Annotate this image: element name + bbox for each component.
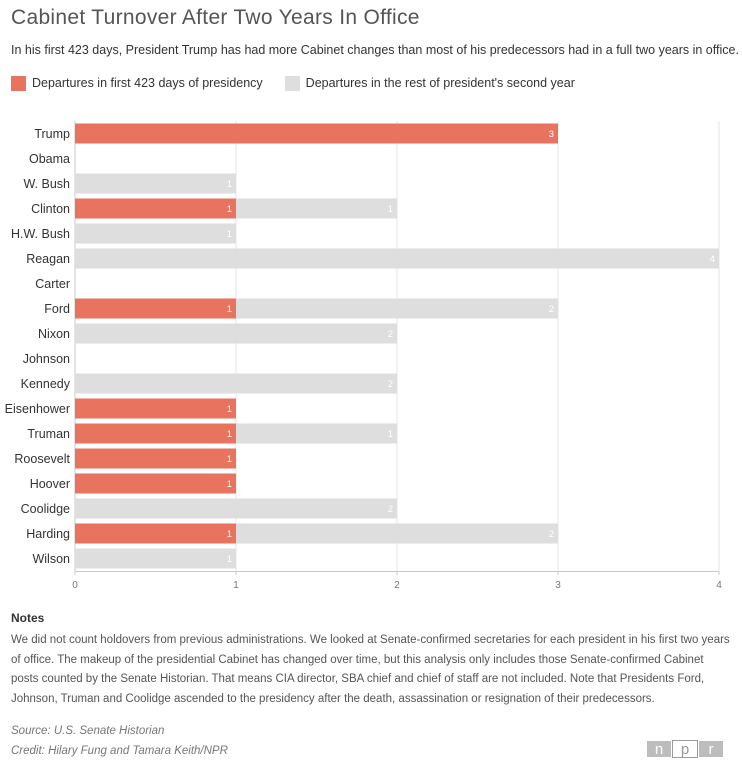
data-label-first: 1 (227, 479, 232, 490)
bar-rest-truman (236, 423, 397, 444)
bar-rest-kennedy (75, 373, 397, 394)
bar-first-clinton (75, 198, 236, 219)
legend-label-rest: Departures in the rest of president's se… (305, 76, 575, 90)
category-label: Truman (27, 427, 70, 441)
category-label: Clinton (31, 202, 70, 216)
source-line: Source: U.S. Senate Historian (11, 725, 165, 737)
category-label: Kennedy (21, 377, 71, 391)
data-label-rest: 2 (388, 504, 393, 515)
bar-first-trump (75, 123, 558, 144)
data-label-first: 1 (227, 454, 232, 465)
category-label: Nixon (38, 327, 70, 341)
logo-letter-r: r (698, 740, 724, 758)
bar-first-eisenhower (75, 398, 236, 419)
category-label: Harding (26, 527, 70, 541)
category-label: Wilson (32, 552, 70, 566)
category-label: Obama (29, 152, 70, 166)
logo-letter-n: n (646, 740, 672, 758)
bar-first-ford (75, 298, 236, 319)
bar-rest-w-bush (75, 173, 236, 194)
data-label-rest: 1 (227, 554, 232, 565)
logo-letter-p: p (672, 740, 698, 758)
category-label: Hoover (30, 477, 70, 491)
legend-label-first: Departures in first 423 days of presiden… (32, 76, 263, 90)
bar-rest-clinton (236, 198, 397, 219)
data-label-first: 1 (227, 529, 232, 540)
data-label-first: 1 (227, 204, 232, 215)
bar-chart: 0 1 2 3 4 Trump 3 Obama W. Bush 1 Clinton 1 1 H.W. Bu… (5, 121, 722, 591)
bar-rest-wilson (75, 548, 236, 569)
data-label-rest: 2 (549, 529, 554, 540)
bar-first-roosevelt (75, 448, 236, 469)
category-label: Trump (34, 127, 70, 141)
data-label-first: 1 (227, 404, 232, 415)
chart-subtitle: In his first 423 days, President Trump h… (11, 43, 739, 57)
x-tick-label: 1 (233, 580, 239, 591)
x-tick-label: 2 (394, 580, 400, 591)
npr-logo: n p r (646, 740, 724, 758)
bar-rest-coolidge (75, 498, 397, 519)
data-label-rest: 4 (710, 254, 715, 265)
data-label-rest: 2 (388, 329, 393, 340)
category-label: Roosevelt (14, 452, 70, 466)
bar-rest-harding (236, 523, 558, 544)
data-label-rest: 1 (388, 429, 393, 440)
category-label: Coolidge (21, 502, 70, 516)
legend-item-first: Departures in first 423 days of presiden… (11, 75, 263, 91)
legend-item-rest: Departures in the rest of president's se… (284, 75, 575, 91)
category-label: H.W. Bush (11, 227, 70, 241)
legend: Departures in first 423 days of presiden… (11, 74, 597, 92)
x-tick-label: 3 (555, 580, 561, 591)
category-label: W. Bush (23, 177, 70, 191)
bar-rest-ford (236, 298, 558, 319)
bar-rest-h-w-bush (75, 223, 236, 244)
category-label: Reagan (26, 252, 70, 266)
legend-swatch-first (11, 75, 26, 91)
category-label: Ford (44, 302, 70, 316)
category-label: Johnson (23, 352, 70, 366)
category-label: Carter (35, 277, 70, 291)
data-label-first: 3 (549, 129, 554, 140)
data-label-rest: 2 (388, 379, 393, 390)
credit-line: Credit: Hilary Fung and Tamara Keith/NPR (11, 745, 228, 757)
category-label: Eisenhower (5, 402, 70, 416)
bar-rest-nixon (75, 323, 397, 344)
x-tick-label: 0 (72, 580, 78, 591)
data-label-rest: 2 (549, 304, 554, 315)
chart-title: Cabinet Turnover After Two Years In Offi… (11, 6, 420, 29)
notes-text: We did not count holdovers from previous… (11, 634, 730, 705)
bar-first-harding (75, 523, 236, 544)
data-label-first: 1 (227, 429, 232, 440)
legend-swatch-rest (284, 75, 300, 91)
data-label-rest: 1 (388, 204, 393, 215)
bar-first-hoover (75, 473, 236, 494)
data-label-first: 1 (227, 304, 232, 315)
data-label-rest: 1 (227, 229, 232, 240)
data-label-rest: 1 (227, 179, 232, 190)
x-tick-label: 4 (716, 580, 722, 591)
notes-heading: Notes (11, 611, 45, 625)
bar-first-truman (75, 423, 236, 444)
bar-rest-reagan (75, 248, 719, 269)
